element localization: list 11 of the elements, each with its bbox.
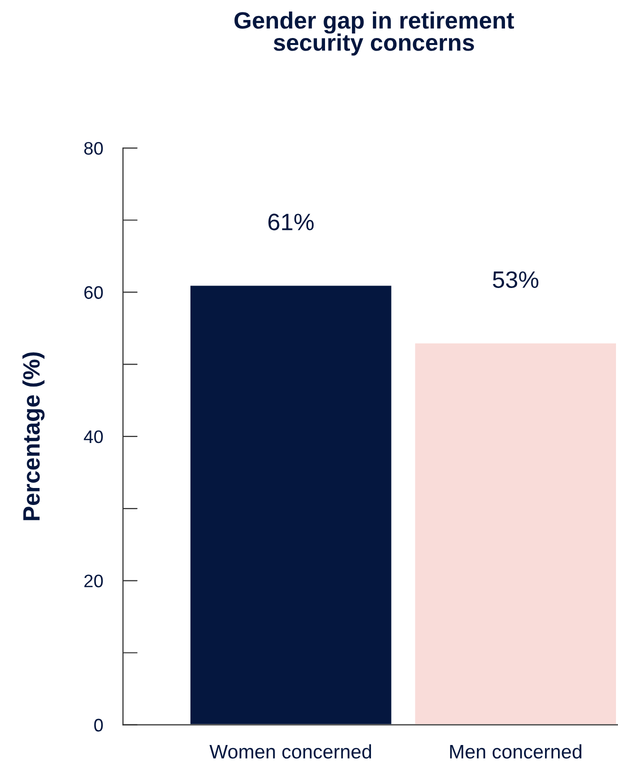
chart-title: Gender gap in retirement security concerns <box>234 11 514 56</box>
x-tick-label: Women concerned <box>210 744 372 759</box>
data-label: 53% <box>492 271 538 288</box>
y-tick-label: 40 <box>84 430 103 444</box>
y-axis-title: Percentage (%) <box>22 352 45 520</box>
y-tick-label: 60 <box>84 286 103 299</box>
y-tick-label: 20 <box>84 574 103 588</box>
x-tick-label: Men concerned <box>450 744 582 759</box>
y-tick-label: 80 <box>84 142 103 155</box>
y-tick-label: 0 <box>94 718 103 732</box>
data-label: 61% <box>268 214 314 230</box>
